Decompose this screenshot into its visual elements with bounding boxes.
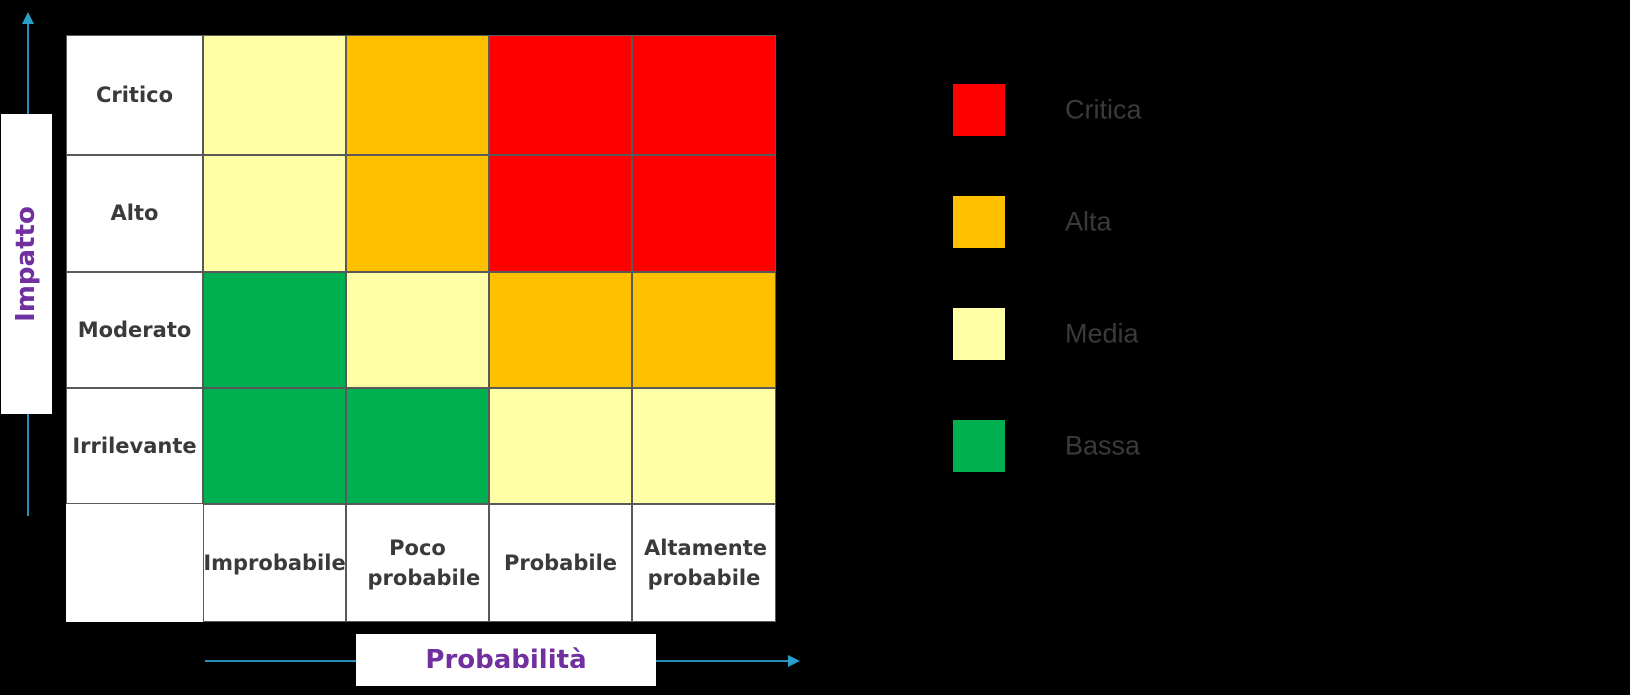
matrix-cell bbox=[203, 272, 346, 388]
probability-label-text: Altamente probabile bbox=[644, 535, 768, 590]
probability-label-probabile: Probabile bbox=[489, 504, 632, 622]
probability-label-improbabile: Improbabile bbox=[203, 504, 346, 622]
probability-label-altamente-probabile: Altamente probabile bbox=[632, 504, 776, 622]
impact-label-alto: Alto bbox=[66, 155, 203, 272]
y-axis-title: Impatto bbox=[11, 206, 41, 322]
matrix-cell bbox=[489, 155, 632, 272]
matrix-cell bbox=[346, 272, 489, 388]
matrix-cell bbox=[203, 155, 346, 272]
impact-label-irrilevante: Irrilevante bbox=[66, 388, 203, 504]
legend-swatch-media bbox=[953, 308, 1005, 360]
probability-label-poco-probabile: Poco probabile bbox=[346, 504, 489, 622]
matrix-cell bbox=[489, 272, 632, 388]
matrix-cell bbox=[632, 388, 776, 504]
matrix-cell bbox=[346, 155, 489, 272]
legend-label-media: Media bbox=[1065, 318, 1139, 349]
impact-label-critico: Critico bbox=[66, 35, 203, 155]
y-axis-title-box bbox=[1, 114, 52, 414]
x-axis-title: Probabilità bbox=[425, 645, 587, 675]
x-axis-arrow-icon bbox=[788, 655, 800, 667]
impact-label-moderato: Moderato bbox=[66, 272, 203, 388]
matrix-cell bbox=[632, 272, 776, 388]
matrix-cell bbox=[346, 388, 489, 504]
probability-label-text: Poco probabile bbox=[367, 535, 481, 590]
x-axis-title-box: Probabilità bbox=[356, 634, 656, 686]
matrix-cell bbox=[489, 388, 632, 504]
matrix-cell bbox=[346, 35, 489, 155]
matrix-cell bbox=[489, 35, 632, 155]
legend-swatch-alta bbox=[953, 196, 1005, 248]
legend-label-alta: Alta bbox=[1065, 206, 1112, 237]
legend-label-critica: Critica bbox=[1065, 94, 1142, 125]
legend-swatch-critica bbox=[953, 84, 1005, 136]
matrix-cell bbox=[203, 388, 346, 504]
matrix-cell bbox=[203, 35, 346, 155]
risk-matrix: Critico Alto Moderato Irrilevante Improb… bbox=[66, 35, 776, 622]
matrix-cell bbox=[632, 155, 776, 272]
y-axis-arrow-icon bbox=[22, 12, 34, 24]
matrix-corner bbox=[66, 504, 203, 622]
matrix-cell bbox=[632, 35, 776, 155]
legend-label-bassa: Bassa bbox=[1065, 430, 1141, 461]
legend-swatch-bassa bbox=[953, 420, 1005, 472]
